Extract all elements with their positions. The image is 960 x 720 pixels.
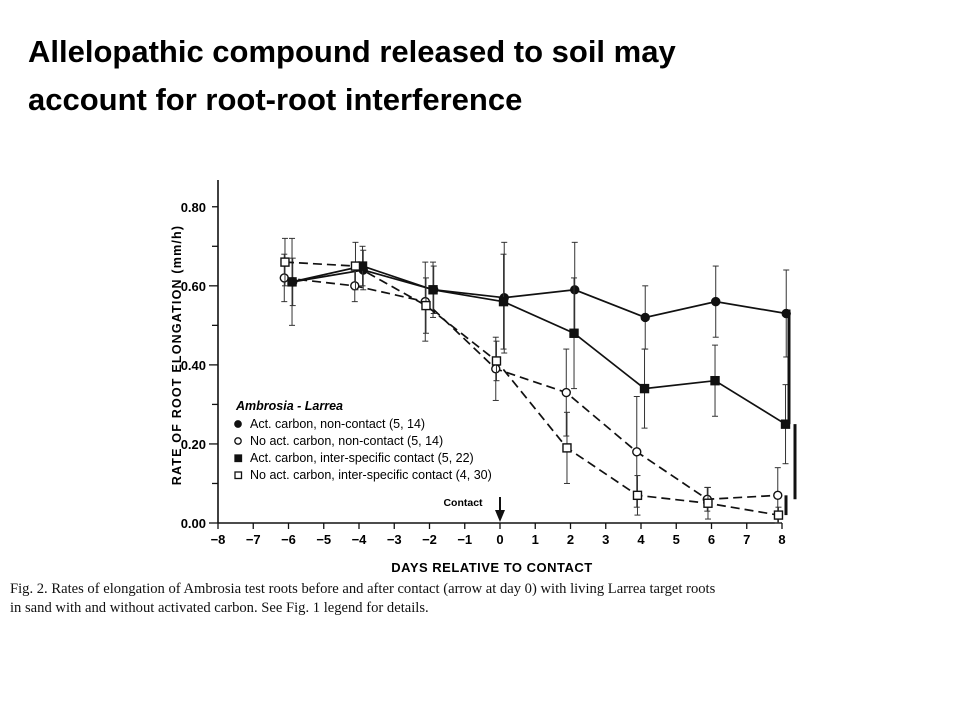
- data-point: [632, 490, 643, 501]
- contact-arrow-head: [495, 510, 505, 522]
- caption-line-2: in sand with and without activated carbo…: [10, 600, 429, 616]
- figure-caption: Fig. 2. Rates of elongation of Ambrosia …: [10, 580, 955, 618]
- x-tick-label: −4: [352, 532, 368, 547]
- y-axis-title-group: RATE OF ROOT ELONGATION (mm/h): [170, 225, 184, 486]
- x-tick-label: −3: [387, 532, 402, 547]
- series-4: [280, 237, 784, 524]
- legend-marker: [234, 420, 242, 428]
- x-tick-label: 1: [532, 532, 539, 547]
- x-tick-label: 0: [496, 532, 503, 547]
- slide-title-line-2: account for root-root interference: [28, 82, 523, 117]
- data-point: [773, 510, 784, 520]
- legend-label: No act. carbon, non-contact (5, 14): [250, 434, 443, 448]
- legend-title: Ambrosia - Larrea: [235, 399, 343, 413]
- data-point: [640, 312, 650, 323]
- data-point: [639, 383, 650, 394]
- y-tick-label: 0.20: [181, 437, 206, 452]
- x-tick-label: −5: [316, 532, 331, 547]
- x-tick-label: −1: [457, 532, 472, 547]
- legend-label: Act. carbon, inter-specific contact (5, …: [250, 451, 474, 465]
- significance-bars: [784, 309, 797, 516]
- x-tick-label: 7: [743, 532, 750, 547]
- x-tick-label: 6: [708, 532, 715, 547]
- data-point: [562, 443, 572, 453]
- slide-title: Allelopathic compound released to soil m…: [28, 28, 928, 124]
- x-tick-label: −6: [281, 532, 296, 547]
- data-point: [350, 261, 361, 271]
- legend-label: Act. carbon, non-contact (5, 14): [250, 417, 425, 431]
- series-line: [284, 277, 778, 501]
- x-tick-label: −8: [211, 532, 226, 547]
- legend-label: No act. carbon, inter-specific contact (…: [250, 468, 492, 482]
- contact-label: Contact: [443, 497, 483, 509]
- slide-title-line-1: Allelopathic compound released to soil m…: [28, 34, 676, 69]
- y-tick-label: 0.00: [181, 516, 206, 531]
- data-point: [703, 498, 713, 508]
- data-point: [421, 300, 431, 311]
- x-tick-label: −2: [422, 532, 437, 547]
- y-tick-label: 0.40: [181, 358, 206, 373]
- series-1: [288, 241, 791, 358]
- y-tick-label: 0.60: [181, 279, 206, 294]
- data-point: [773, 490, 783, 501]
- legend-marker: [234, 437, 242, 445]
- data-point: [711, 296, 721, 307]
- x-tick-label: 5: [673, 532, 680, 547]
- data-point: [279, 273, 289, 283]
- caption-line-1: Fig. 2. Rates of elongation of Ambrosia …: [10, 581, 716, 597]
- series-line: [284, 261, 779, 516]
- x-axis-title: DAYS RELATIVE TO CONTACT: [391, 560, 592, 575]
- data-point: [569, 328, 579, 338]
- y-tick-label: 0.80: [181, 200, 206, 215]
- data-point: [710, 375, 720, 386]
- chart-axes: 0.00 0.20 0.40 0.60 0.80 −8 −7 −6 −5 −4 −3 −2 −1 0 1 2 3…: [181, 180, 786, 547]
- data-point: [491, 364, 501, 374]
- data-point: [287, 277, 297, 287]
- x-tick-label: 4: [637, 532, 645, 547]
- x-tick-label: 3: [602, 532, 609, 547]
- series-line: [292, 269, 787, 319]
- data-point: [428, 285, 438, 295]
- contact-annotation: Contact: [443, 497, 505, 522]
- x-tick-label: 8: [778, 532, 785, 547]
- data-point: [632, 447, 642, 457]
- x-tick-label: −7: [246, 532, 261, 547]
- data-point: [491, 356, 502, 366]
- data-point: [561, 387, 571, 398]
- legend: Ambrosia - Larrea Act. carbon, non-conta…: [234, 399, 492, 482]
- legend-marker: [234, 454, 243, 463]
- y-axis-title: RATE OF ROOT ELONGATION (mm/h): [170, 225, 184, 486]
- data-point: [350, 281, 360, 291]
- series-3: [287, 237, 791, 465]
- series-line: [291, 265, 786, 425]
- series-layer: [279, 237, 791, 524]
- data-point: [570, 285, 580, 295]
- x-tick-label: 2: [567, 532, 574, 547]
- data-point: [280, 257, 290, 267]
- series-2: [279, 253, 783, 524]
- data-point: [498, 296, 509, 307]
- legend-marker: [234, 471, 243, 480]
